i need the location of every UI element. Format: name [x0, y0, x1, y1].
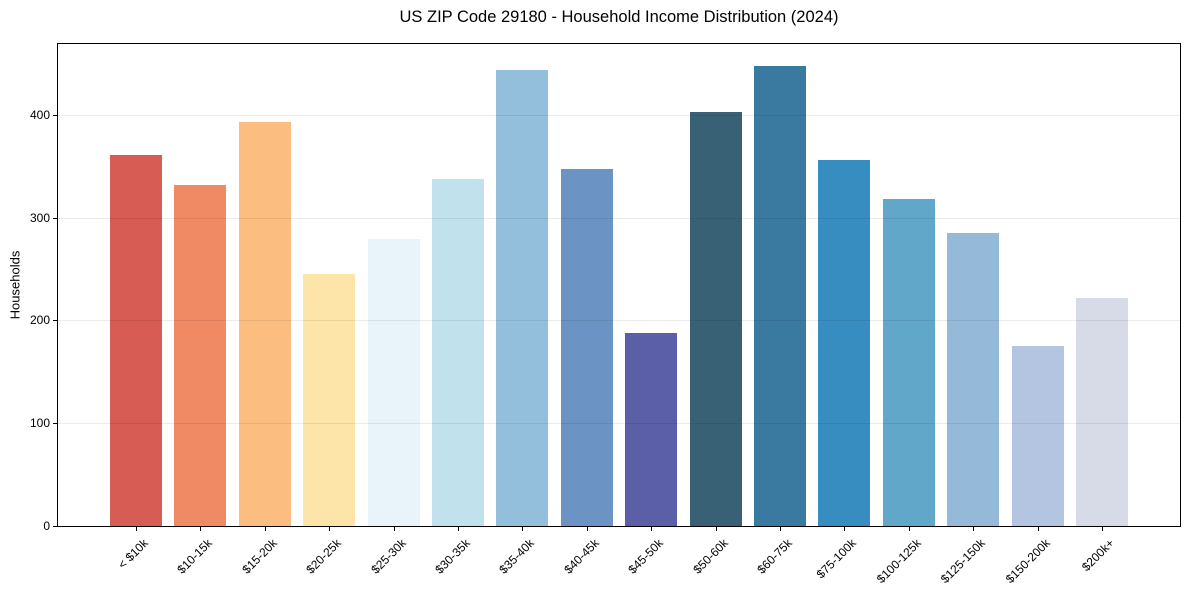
x-tick-mark [458, 527, 459, 531]
gridline-100 [58, 423, 1180, 424]
x-tick-label: $35-40k [496, 536, 537, 577]
bar-2 [174, 185, 227, 526]
x-tick-mark [973, 527, 974, 531]
bar-4 [303, 274, 356, 526]
x-tick-mark [1102, 527, 1103, 531]
y-tick-label: 300 [29, 211, 50, 225]
x-tick-label: $25-30k [368, 536, 409, 577]
bar-5 [367, 239, 420, 526]
x-tick-label: $50-60k [690, 536, 731, 577]
bar-12 [818, 160, 871, 526]
x-tick-label: $45-50k [625, 536, 666, 577]
bar-1 [110, 155, 162, 526]
x-tick-label: $60-75k [754, 536, 795, 577]
bar-13 [882, 199, 935, 526]
gridline-300 [58, 218, 1180, 219]
x-tick-mark [844, 527, 845, 531]
y-tick-label: 100 [29, 416, 50, 430]
bar-11 [754, 66, 806, 526]
gridline-400 [58, 115, 1180, 116]
x-tick-label: $150-200k [1002, 536, 1053, 587]
y-tick-mark [53, 526, 57, 527]
x-tick-mark [780, 527, 781, 531]
x-tick-label: $75-100k [813, 536, 859, 582]
bar-10 [689, 112, 742, 526]
x-tick-mark [329, 527, 330, 531]
y-tick-mark [53, 320, 57, 321]
chart-title: US ZIP Code 29180 - Household Income Dis… [399, 8, 839, 26]
x-tick-mark [1038, 527, 1039, 531]
bar-7 [496, 70, 549, 526]
y-tick-label: 0 [43, 519, 50, 533]
x-tick-label: $125-150k [937, 536, 988, 587]
bar-16 [1076, 298, 1128, 526]
x-tick-mark [651, 527, 652, 531]
bar-9 [625, 333, 678, 526]
y-tick-label: 200 [29, 313, 50, 327]
x-tick-label: $10-15k [174, 536, 215, 577]
y-tick-mark [53, 115, 57, 116]
x-tick-label: $100-125k [873, 536, 924, 587]
y-axis-label: Households [7, 250, 23, 320]
x-tick-mark [136, 527, 137, 531]
bar-3 [238, 122, 291, 526]
x-tick-mark [587, 527, 588, 531]
x-tick-label: $15-20k [239, 536, 280, 577]
bar-15 [1011, 346, 1064, 526]
bar-14 [947, 233, 1000, 526]
x-tick-mark [909, 527, 910, 531]
y-tick-mark [53, 423, 57, 424]
bar-8 [560, 169, 613, 526]
plot-area [57, 43, 1181, 527]
y-tick-mark [53, 218, 57, 219]
x-tick-mark [265, 527, 266, 531]
y-tick-label: 400 [29, 108, 50, 122]
gridline-200 [58, 320, 1180, 321]
x-tick-label: < $10k [115, 536, 151, 572]
x-tick-label: $40-45k [561, 536, 602, 577]
bar-6 [432, 179, 484, 526]
x-tick-label: $200k+ [1078, 536, 1117, 574]
x-tick-label: $30-35k [432, 536, 473, 577]
x-tick-label: $20-25k [303, 536, 344, 577]
x-tick-mark [394, 527, 395, 531]
x-tick-mark [522, 527, 523, 531]
x-tick-mark [716, 527, 717, 531]
x-tick-mark [200, 527, 201, 531]
